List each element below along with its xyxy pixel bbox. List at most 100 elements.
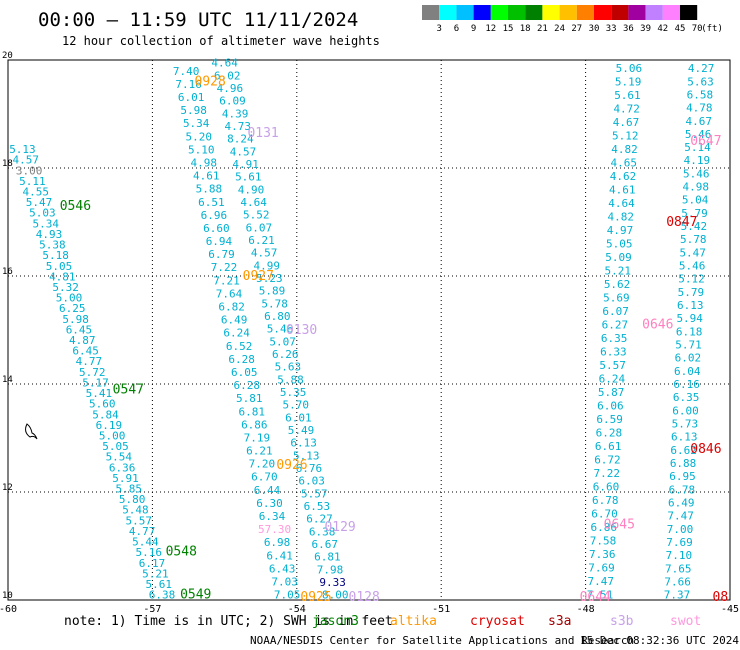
swh-value: 4.72 (613, 103, 640, 116)
swh-value: 4.57 (230, 145, 257, 158)
swh-value: 4.62 (610, 170, 637, 183)
colorbar-swatch (662, 5, 680, 20)
swh-value: 6.88 (670, 457, 697, 470)
swh-value: 5.61 (235, 171, 262, 184)
swh-value: 5.13 (9, 143, 36, 156)
swh-value: 5.04 (682, 194, 709, 207)
swh-value: 7.36 (589, 548, 616, 561)
swh-value: 5.46 (679, 260, 706, 273)
colorbar-swatch (576, 5, 594, 20)
swh-value: 4.39 (222, 107, 249, 120)
swh-value: 5.49 (288, 424, 315, 437)
swh-value: 6.02 (214, 69, 241, 82)
swh-value: 6.16 (673, 378, 700, 391)
swh-value: 4.64 (211, 57, 238, 70)
swh-value: 5.62 (604, 278, 631, 291)
swh-value: 6.33 (600, 346, 627, 359)
colorbar-label: 3 (436, 24, 441, 34)
swh-value: 6.01 (285, 411, 312, 424)
swh-value: 4.96 (217, 82, 244, 95)
swh-value: 57.30 (258, 523, 291, 536)
swh-value: 5.44 (132, 536, 159, 549)
pass-time-label: 0548 (166, 544, 197, 559)
swh-value: 5.91 (112, 472, 139, 485)
swh-value: 5.14 (684, 141, 711, 154)
swh-value: 4.57 (251, 247, 278, 260)
swh-value: 6.80 (264, 310, 291, 323)
swh-value: 6.41 (266, 549, 293, 562)
swh-value: 5.19 (615, 76, 642, 89)
swh-value: 5.48 (122, 504, 149, 517)
swh-value: 5.12 (612, 130, 639, 143)
swh-value: 6.38 (149, 589, 176, 602)
swh-value: 5.81 (236, 392, 263, 405)
colorbar-swatch (422, 5, 440, 20)
pass-time-label: 0644 (580, 590, 611, 605)
swh-value: 4.77 (76, 355, 103, 368)
pass-time-label: 0131 (247, 126, 278, 141)
swh-value: 5.35 (280, 386, 307, 399)
colorbar-label: 33 (606, 24, 617, 34)
swh-value: 5.63 (275, 361, 302, 374)
swh-value: 5.00 (99, 429, 126, 442)
swh-value: 6.35 (601, 332, 628, 345)
swh-value: 4.64 (240, 196, 267, 209)
swh-value: 7.22 (211, 261, 238, 274)
swh-value: 6.53 (304, 500, 331, 513)
swh-value: 7.19 (244, 431, 271, 444)
swh-value: 7.16 (175, 78, 202, 91)
swh-value: 6.13 (671, 431, 698, 444)
colorbar-swatch (611, 5, 629, 20)
swh-value: 5.88 (196, 183, 223, 196)
colorbar-swatch (628, 5, 646, 20)
swh-value: 8.24 (227, 133, 254, 146)
colorbar-swatch (542, 5, 560, 20)
swh-value: 5.41 (86, 387, 113, 400)
swh-value: 7.00 (667, 523, 694, 536)
swh-value: 7.65 (665, 562, 692, 575)
swh-value: 7.05 (274, 589, 301, 602)
swh-value: 5.20 (185, 130, 212, 143)
swh-value: 5.00 (56, 292, 83, 305)
pass-time-label: 0547 (113, 382, 144, 397)
swh-value: 6.36 (109, 461, 136, 474)
swh-value: 5.57 (301, 487, 328, 500)
swh-value: 5.03 (29, 207, 56, 220)
swh-value: 5.79 (678, 286, 705, 299)
grid-lines (8, 60, 730, 600)
swh-value: 6.72 (594, 454, 621, 467)
y-tick-label: 10 (2, 591, 13, 601)
swh-value: 4.67 (613, 116, 640, 129)
swh-value: 5.78 (680, 233, 707, 246)
x-tick-label: -51 (432, 604, 450, 615)
swh-value: 6.07 (246, 221, 273, 234)
swh-value: 5.07 (269, 335, 296, 348)
colorbar-unit: (ft) (701, 24, 723, 34)
pass-time-label: 0926 (276, 458, 307, 473)
swh-value: 5.69 (603, 292, 630, 305)
swh-value: 5.98 (180, 104, 207, 117)
swh-value: 5.23 (256, 272, 283, 285)
swh-value: 6.79 (208, 248, 235, 261)
colorbar-swatch (680, 5, 698, 20)
swh-value: 7.47 (588, 575, 615, 588)
colorbar-label: 12 (485, 24, 496, 34)
swh-value: 6.38 (309, 525, 336, 538)
colorbar-swatch (594, 5, 612, 20)
swh-value: 5.46 (267, 323, 294, 336)
swh-value: 6.25 (59, 302, 86, 315)
swh-value: 3.00 (16, 164, 43, 177)
colorbar-label: 36 (623, 24, 634, 34)
footer-note: note: 1) Time is in UTC; 2) SWH is in fe… (64, 614, 393, 629)
swh-value: 5.71 (675, 339, 702, 352)
swh-value: 6.67 (312, 538, 339, 551)
colorbar-label: 9 (471, 24, 476, 34)
colorbar-swatch (645, 5, 663, 20)
swh-value: 5.34 (32, 217, 59, 230)
swh-value: 6.81 (314, 551, 341, 564)
chart-subtitle: 12 hour collection of altimeter wave hei… (62, 34, 380, 48)
swh-value: 5.46 (683, 167, 710, 180)
swh-value: 6.01 (178, 91, 205, 104)
swh-value: 5.89 (259, 285, 286, 298)
colorbar-swatch (508, 5, 526, 20)
